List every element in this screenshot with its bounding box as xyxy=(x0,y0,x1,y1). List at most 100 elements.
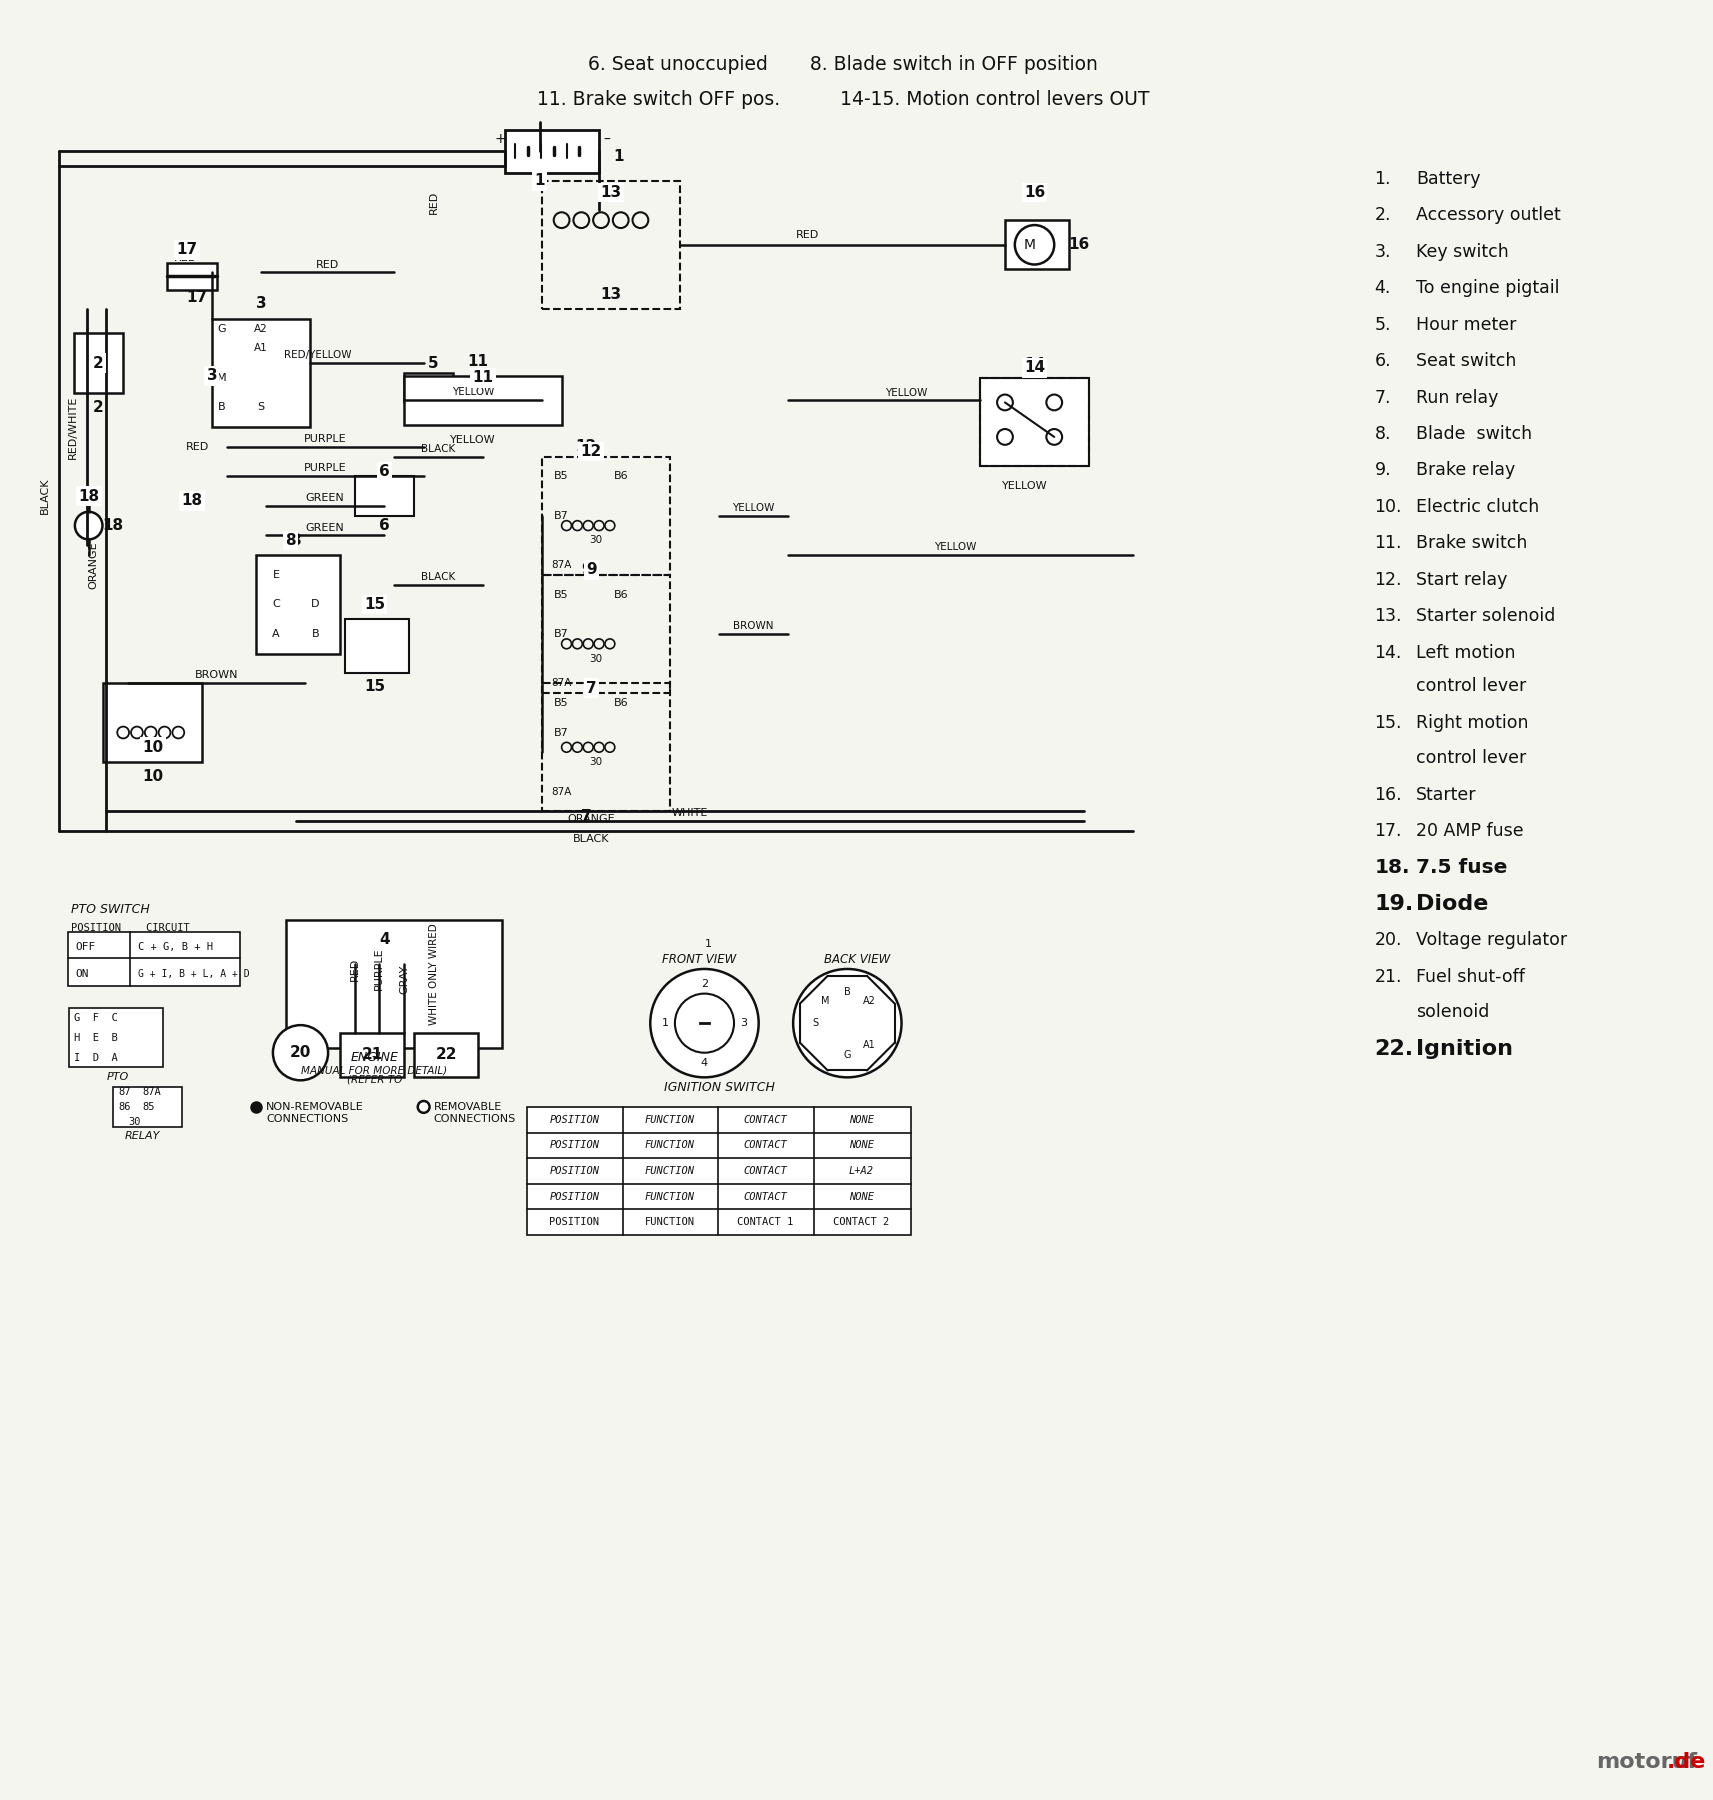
Text: B: B xyxy=(218,403,226,412)
Circle shape xyxy=(1047,428,1062,445)
Text: RED: RED xyxy=(428,191,439,214)
Text: 18.: 18. xyxy=(1374,859,1410,877)
Text: B7: B7 xyxy=(555,727,569,738)
Text: A: A xyxy=(272,628,279,639)
Text: 10: 10 xyxy=(142,740,163,754)
Text: 16.: 16. xyxy=(1374,785,1401,803)
Text: (REFER TO: (REFER TO xyxy=(346,1075,403,1084)
Text: B5: B5 xyxy=(555,590,569,599)
Text: M: M xyxy=(218,373,226,383)
Text: 15.: 15. xyxy=(1374,713,1401,731)
Text: 15: 15 xyxy=(363,598,385,612)
Text: control lever: control lever xyxy=(1417,677,1526,695)
Text: 22: 22 xyxy=(435,1048,457,1062)
Text: BROWN: BROWN xyxy=(733,621,774,632)
Text: 3: 3 xyxy=(207,369,218,383)
Text: NONE: NONE xyxy=(848,1114,874,1125)
Text: 1.: 1. xyxy=(1374,169,1391,187)
Text: CONNECTIONS: CONNECTIONS xyxy=(433,1114,516,1123)
Bar xyxy=(257,554,339,653)
Text: 20: 20 xyxy=(289,1046,312,1060)
Text: BLACK: BLACK xyxy=(41,477,50,515)
Text: GREEN: GREEN xyxy=(305,493,344,502)
Text: Brake switch: Brake switch xyxy=(1417,535,1528,553)
Text: 20.: 20. xyxy=(1374,931,1401,949)
Circle shape xyxy=(997,394,1012,410)
Text: Starter: Starter xyxy=(1417,785,1477,803)
Text: YELLOW: YELLOW xyxy=(451,436,495,445)
Text: 1: 1 xyxy=(613,149,624,164)
Text: YELLOW: YELLOW xyxy=(935,542,976,553)
Text: CONTACT 1: CONTACT 1 xyxy=(737,1217,793,1228)
Text: 15: 15 xyxy=(363,679,385,693)
Text: 87A: 87A xyxy=(142,1087,161,1098)
Bar xyxy=(286,920,502,1048)
Text: BLACK: BLACK xyxy=(421,572,456,581)
Text: G: G xyxy=(843,1049,851,1060)
Text: Seat switch: Seat switch xyxy=(1417,353,1516,371)
Text: M: M xyxy=(821,995,829,1006)
Text: 87A: 87A xyxy=(552,560,572,571)
Text: POSITION    CIRCUIT: POSITION CIRCUIT xyxy=(70,923,190,932)
Text: 17: 17 xyxy=(187,290,207,304)
Bar xyxy=(404,376,562,425)
Text: WHITE ONLY WIRED: WHITE ONLY WIRED xyxy=(428,923,439,1024)
Text: RED: RED xyxy=(173,252,197,263)
Text: GRAY: GRAY xyxy=(399,965,409,994)
Text: G  F  C: G F C xyxy=(74,1013,118,1022)
Text: A2: A2 xyxy=(863,995,875,1006)
Text: IGNITION SWITCH: IGNITION SWITCH xyxy=(665,1080,774,1094)
Text: B7: B7 xyxy=(555,628,569,639)
Text: 8: 8 xyxy=(289,533,301,547)
Text: 86: 86 xyxy=(118,1102,130,1112)
Text: MANUAL FOR MORE DETAIL): MANUAL FOR MORE DETAIL) xyxy=(301,1066,447,1075)
Text: 17.: 17. xyxy=(1374,823,1401,841)
Text: YELLOW: YELLOW xyxy=(1002,481,1047,491)
Bar xyxy=(541,574,670,693)
Text: FUNCTION: FUNCTION xyxy=(646,1217,695,1228)
Text: 8: 8 xyxy=(286,533,296,547)
Text: 21: 21 xyxy=(361,1048,384,1062)
Text: 18: 18 xyxy=(103,518,123,533)
Text: Left motion: Left motion xyxy=(1417,644,1516,662)
Text: 8.: 8. xyxy=(1374,425,1391,443)
Text: 2.: 2. xyxy=(1374,207,1391,225)
Text: –: – xyxy=(603,133,610,146)
Bar xyxy=(541,457,670,574)
Text: C + G, B + H: C + G, B + H xyxy=(139,941,212,952)
Text: E: E xyxy=(272,571,279,580)
Text: YELLOW: YELLOW xyxy=(886,387,928,398)
Text: 12.: 12. xyxy=(1374,571,1401,589)
Text: PURPLE: PURPLE xyxy=(303,434,346,445)
Text: 2: 2 xyxy=(701,979,707,988)
Bar xyxy=(339,1033,404,1078)
Text: Voltage regulator: Voltage regulator xyxy=(1417,931,1567,949)
Text: 6: 6 xyxy=(379,518,389,533)
Text: 13.: 13. xyxy=(1374,607,1401,625)
Text: 1: 1 xyxy=(704,940,711,949)
Text: ENGINE: ENGINE xyxy=(351,1051,399,1064)
Text: 6.: 6. xyxy=(1374,353,1391,371)
Text: 5.: 5. xyxy=(1374,315,1391,333)
Text: To engine pigtail: To engine pigtail xyxy=(1417,279,1559,297)
Bar xyxy=(415,1033,478,1078)
Text: CONTACT: CONTACT xyxy=(743,1141,788,1150)
Text: 9.: 9. xyxy=(1374,461,1391,479)
Text: 5: 5 xyxy=(428,356,439,371)
Bar xyxy=(74,333,123,392)
Text: A2: A2 xyxy=(254,324,267,333)
Text: RELAY: RELAY xyxy=(125,1132,161,1141)
Text: NONE: NONE xyxy=(848,1192,874,1202)
Text: CONTACT: CONTACT xyxy=(743,1166,788,1175)
Text: 13: 13 xyxy=(600,286,622,302)
Text: RED: RED xyxy=(185,441,209,452)
Bar xyxy=(541,684,670,812)
Text: BLACK: BLACK xyxy=(572,833,610,844)
Text: B: B xyxy=(312,628,319,639)
Circle shape xyxy=(75,511,103,540)
Text: 9: 9 xyxy=(581,562,591,578)
Text: POSITION: POSITION xyxy=(550,1141,600,1150)
Text: 10: 10 xyxy=(142,769,163,785)
Text: 14.: 14. xyxy=(1374,644,1401,662)
Text: control lever: control lever xyxy=(1417,749,1526,767)
